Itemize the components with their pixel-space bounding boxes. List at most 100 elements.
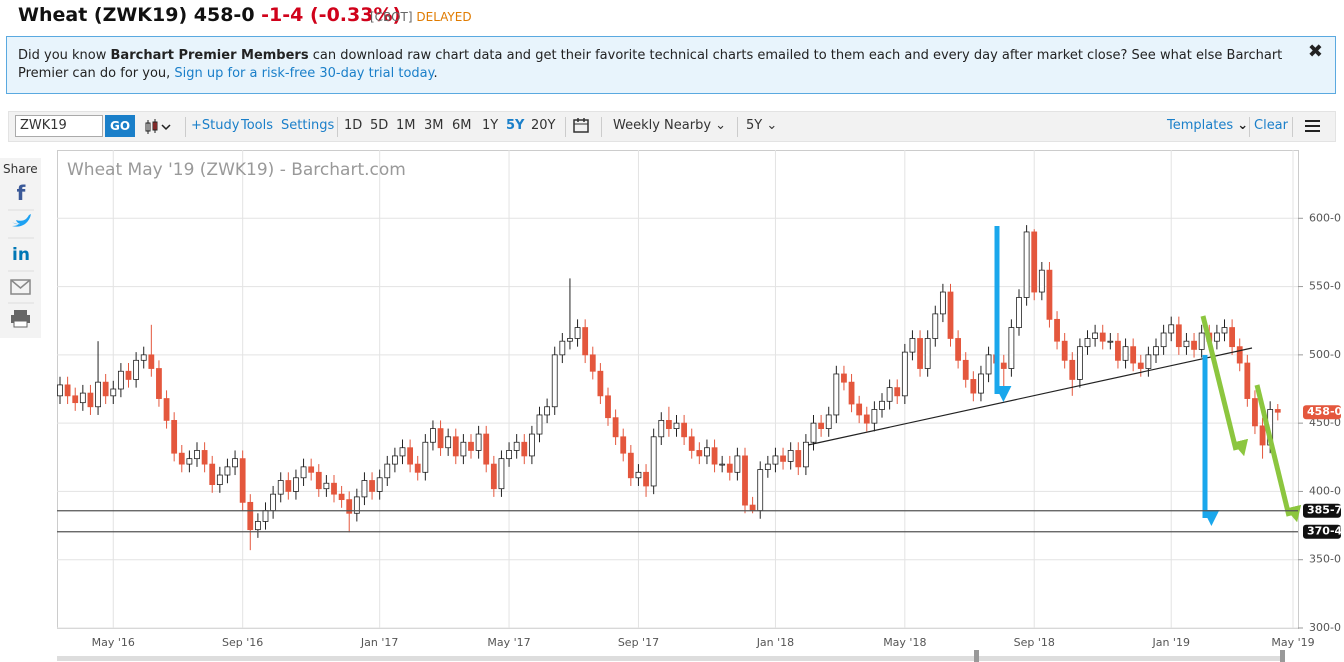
menu-icon: [1305, 120, 1320, 132]
price-marker-label: 370-4: [1307, 525, 1343, 538]
email-icon[interactable]: [10, 279, 31, 295]
candle-body: [688, 436, 695, 451]
period-button[interactable]: 20Y: [531, 118, 556, 133]
candle-body: [430, 428, 436, 443]
candle-body: [1252, 398, 1258, 427]
candle-body: [589, 354, 596, 372]
candle-body: [658, 420, 665, 438]
candle-body: [1137, 362, 1144, 369]
chart-type-menu[interactable]: [143, 119, 173, 139]
range-menu[interactable]: 5Y ⌄: [746, 118, 778, 133]
candle-body: [308, 466, 315, 473]
plot-area: [57, 150, 1299, 629]
candle-body: [399, 447, 406, 457]
twitter-icon[interactable]: [12, 214, 31, 227]
go-button[interactable]: GO: [105, 115, 135, 137]
candle-body: [117, 370, 124, 390]
price-marker-label: 385-7: [1307, 504, 1342, 517]
share-label: Share: [3, 162, 38, 176]
menu-button[interactable]: [1305, 119, 1321, 137]
candle-body: [376, 477, 383, 492]
candle-body: [650, 436, 657, 487]
calendar-button[interactable]: [573, 117, 589, 137]
clear-button[interactable]: Clear: [1254, 118, 1288, 133]
candle-body: [772, 455, 779, 465]
aggregation-label: Weekly Nearby: [613, 118, 712, 133]
scroll-handle[interactable]: [1280, 650, 1285, 662]
y-tick-label: 350-0: [1309, 553, 1341, 566]
candle-body: [445, 436, 452, 449]
banner-text: .: [433, 66, 438, 81]
candle-body: [1023, 231, 1030, 298]
period-button[interactable]: 6M: [452, 118, 472, 133]
candle-body: [1099, 332, 1106, 342]
candle-body: [764, 463, 771, 470]
print-icon[interactable]: [14, 310, 27, 315]
candle-body: [863, 414, 870, 424]
candle-body: [391, 455, 398, 465]
scrollbar[interactable]: [57, 656, 1285, 661]
candle-body: [665, 420, 672, 430]
candle-body: [734, 455, 741, 473]
aggregation-menu[interactable]: Weekly Nearby ⌄: [613, 118, 727, 133]
candle-body: [1229, 327, 1236, 348]
candle-body: [254, 521, 261, 531]
candle-body: [346, 499, 353, 514]
scroll-handle[interactable]: [974, 650, 979, 662]
candle-body: [490, 463, 497, 490]
tools-button[interactable]: Tools: [241, 118, 274, 133]
period-button[interactable]: 1M: [396, 118, 416, 133]
candle-body: [795, 450, 802, 468]
candle-body: [79, 392, 86, 404]
candle-body: [468, 441, 474, 451]
separator: [1249, 117, 1250, 137]
study-button[interactable]: +Study: [191, 118, 240, 133]
candle-body: [216, 474, 223, 486]
facebook-icon[interactable]: f: [17, 181, 26, 205]
candle-body: [879, 400, 885, 410]
separator: [1292, 117, 1293, 137]
period-button[interactable]: 3M: [424, 118, 444, 133]
candle-body: [1054, 318, 1060, 342]
candle-body: [742, 455, 748, 506]
trend-line: [807, 347, 1253, 446]
candle-body: [300, 466, 307, 479]
y-tick-label: 500-0: [1309, 348, 1341, 361]
candle-body: [1107, 340, 1114, 343]
candle-body: [224, 466, 231, 476]
period-button[interactable]: 5Y: [506, 118, 525, 133]
close-banner[interactable]: ✖: [1307, 41, 1323, 62]
x-tick-label: Sep '18: [1014, 636, 1055, 649]
candle-body: [293, 477, 299, 492]
candle-body: [475, 433, 482, 451]
candle-body: [726, 463, 733, 473]
candle-body: [620, 436, 627, 454]
last-price-label: 458-0: [1307, 405, 1343, 418]
period-button[interactable]: 1D: [344, 118, 363, 133]
candle-body: [247, 501, 254, 531]
x-tick-label: May '18: [883, 636, 926, 649]
period-button[interactable]: 1Y: [482, 118, 499, 133]
symbol-input[interactable]: ZWK19: [15, 115, 103, 137]
settings-button[interactable]: Settings: [281, 118, 335, 133]
candle-body: [1191, 340, 1197, 350]
candle-body: [787, 450, 794, 462]
templates-menu[interactable]: Templates ⌄: [1167, 118, 1249, 133]
candle-body: [57, 384, 63, 397]
share-bar: Share f in: [0, 158, 41, 338]
candle-body: [414, 463, 421, 473]
candle-body: [315, 471, 322, 490]
candle-body: [513, 441, 520, 451]
candle-body: [673, 422, 680, 430]
period-button[interactable]: 5D: [370, 118, 389, 133]
signup-link[interactable]: Sign up for a risk-free 30-day trial tod…: [174, 66, 434, 81]
candle-body: [1145, 354, 1152, 369]
candle-body: [521, 441, 528, 457]
candle-body: [102, 381, 109, 397]
linkedin-icon[interactable]: in: [12, 245, 30, 265]
candle-body: [369, 480, 375, 492]
candle-body: [194, 450, 200, 460]
candle-body: [163, 398, 170, 421]
candle-body: [1092, 332, 1099, 339]
